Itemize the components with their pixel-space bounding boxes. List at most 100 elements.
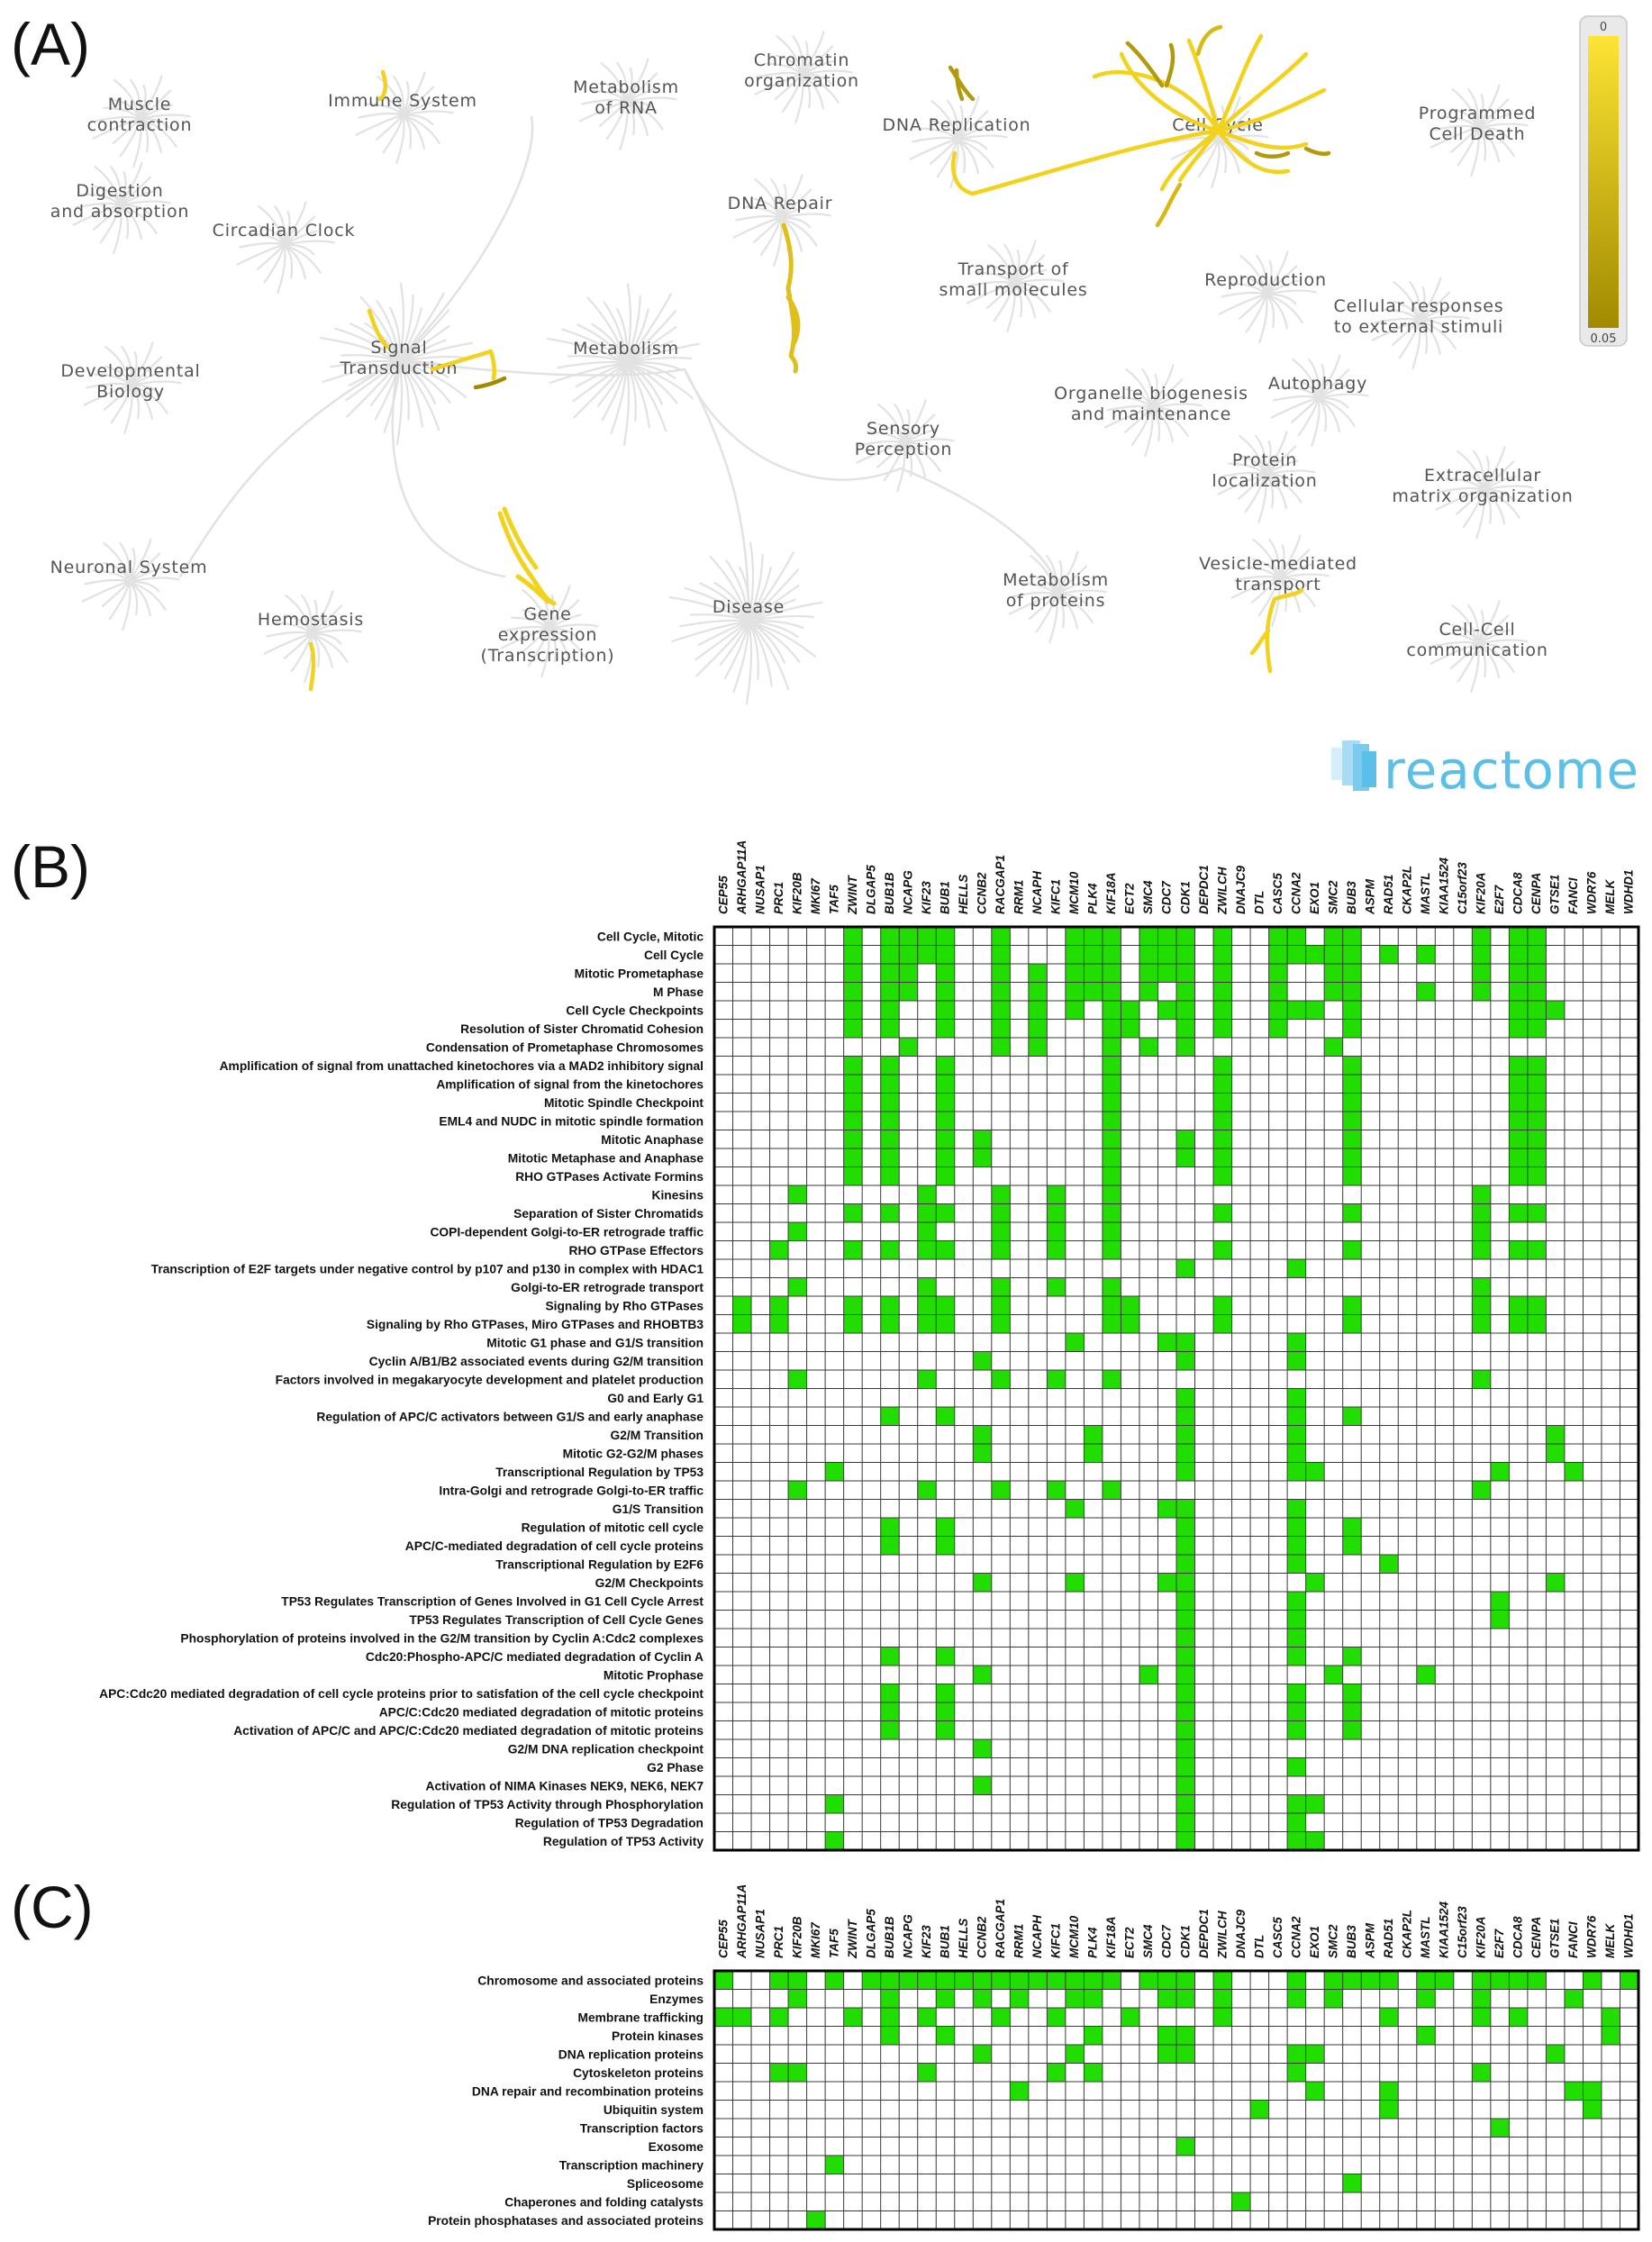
protein-class-hit-prc1 bbox=[769, 2063, 789, 2082]
map-area-disease[interactable]: Disease bbox=[713, 597, 785, 617]
pathway-hit-bub3 bbox=[1342, 1148, 1362, 1167]
pathway-hit-bub1b bbox=[880, 1130, 900, 1148]
gene-label-gtse1: GTSE1 bbox=[1548, 875, 1562, 914]
map-area-gene-expression[interactable]: Gene expression (Transcription) bbox=[480, 604, 614, 666]
pathway-hit-ncapg bbox=[899, 964, 918, 983]
map-area-hemostasis[interactable]: Hemostasis bbox=[258, 610, 364, 630]
pathway-hit-cdca8 bbox=[1509, 1314, 1528, 1333]
pathway-row-label: Regulation of TP53 Activity through Phos… bbox=[391, 1798, 703, 1811]
pathway-hit-zwint bbox=[843, 1130, 863, 1148]
pathway-hit-rad51 bbox=[1379, 1555, 1399, 1574]
pathway-hit-cenpa bbox=[1527, 945, 1547, 964]
pathway-hit-bub3 bbox=[1342, 927, 1362, 946]
highlight-cell-cycle-dark[interactable] bbox=[1125, 41, 1331, 159]
highlight-hemostasis[interactable] bbox=[308, 641, 316, 692]
pathway-hit-ect2 bbox=[1121, 1314, 1139, 1333]
gene-label-ect2: ECT2 bbox=[1123, 1927, 1137, 1958]
pathway-hit-ccna2 bbox=[1287, 1259, 1306, 1278]
map-area-programmed-cell-death[interactable]: Programmed Cell Death bbox=[1419, 104, 1536, 144]
highlight-signal-transduction[interactable] bbox=[367, 308, 497, 381]
pathway-row-label: Cell Cycle bbox=[644, 949, 703, 962]
protein-class-hit-kif20a bbox=[1472, 1989, 1491, 2008]
map-area-metabolism[interactable]: Metabolism bbox=[573, 339, 679, 359]
protein-class-hit-fanci bbox=[1564, 2082, 1584, 2101]
map-area-reproduction[interactable]: Reproduction bbox=[1204, 270, 1327, 290]
protein-class-row-label: Transcription machinery bbox=[559, 2158, 704, 2172]
protein-class-hit-e2f7 bbox=[1490, 1971, 1510, 1990]
map-area-chromatin-organization[interactable]: Chromatin organization bbox=[744, 50, 859, 91]
map-area-extracellular-matrix[interactable]: Extracellular matrix organization bbox=[1392, 466, 1573, 506]
protein-class-hit-plk4 bbox=[1084, 2026, 1103, 2045]
map-area-transport-small-molecules[interactable]: Transport of small molecules bbox=[939, 259, 1087, 300]
map-area-digestion[interactable]: Digestion and absorption bbox=[50, 181, 189, 222]
panel-b-hit-cells bbox=[732, 927, 1584, 1850]
protein-class-hit-bub1b bbox=[880, 1989, 900, 2008]
pathway-hit-ccna2 bbox=[1287, 1794, 1306, 1813]
pathway-hit-zwilch bbox=[1213, 1130, 1232, 1148]
gene-label-ccna2: CCNA2 bbox=[1289, 872, 1303, 914]
map-area-metabolism-of-proteins[interactable]: Metabolism of proteins bbox=[1003, 570, 1109, 611]
pathway-row-label: Regulation of TP53 Activity bbox=[543, 1835, 703, 1848]
pathway-row-label: Activation of NIMA Kinases NEK9, NEK6, N… bbox=[426, 1779, 704, 1793]
map-area-autophagy[interactable]: Autophagy bbox=[1268, 374, 1367, 394]
pathway-row-label: Kinesins bbox=[651, 1188, 703, 1202]
map-area-metabolism-of-rna[interactable]: Metabolism of RNA bbox=[573, 77, 679, 118]
pathway-hit-cdk1 bbox=[1176, 1518, 1195, 1537]
gene-label-dlgap5: DLGAP5 bbox=[864, 865, 877, 914]
gene-label-arhgap11a: ARHGAP11A bbox=[735, 840, 749, 915]
map-branches-metabolism bbox=[546, 283, 701, 447]
pathway-hit-cdk1 bbox=[1176, 1794, 1195, 1813]
pathway-hit-bub1 bbox=[936, 1075, 955, 1094]
map-area-organelle-biogenesis[interactable]: Organelle biogenesis and maintenance bbox=[1054, 384, 1248, 424]
protein-class-hit-kif20b bbox=[788, 1989, 807, 2008]
highlight-immune-system[interactable] bbox=[377, 69, 388, 102]
gene-label-kifc1: KIFC1 bbox=[1049, 879, 1063, 914]
pathway-hit-zwilch bbox=[1213, 1203, 1232, 1222]
pathway-row-label: Mitotic Prophase bbox=[604, 1668, 703, 1682]
map-area-neuronal-system[interactable]: Neuronal System bbox=[50, 558, 208, 577]
gene-label-cdca8: CDCA8 bbox=[1511, 872, 1525, 914]
pathway-hit-zwilch bbox=[1213, 1075, 1232, 1094]
pathway-hit-exo1 bbox=[1305, 1462, 1325, 1481]
map-area-dna-repair[interactable]: DNA Repair bbox=[728, 194, 833, 213]
pathway-hit-prc1 bbox=[769, 1240, 789, 1259]
gene-label-nusap1: NUSAP1 bbox=[753, 1909, 767, 1958]
pathway-hit-kif20a bbox=[1472, 1314, 1491, 1333]
highlight-gene-expression[interactable] bbox=[497, 506, 557, 606]
highlight-dna-replication[interactable] bbox=[948, 65, 976, 102]
pathway-hit-bub1b bbox=[880, 1093, 900, 1112]
gene-label-e2f7: E2F7 bbox=[1493, 884, 1506, 914]
protein-class-hit-ccnb2 bbox=[973, 1989, 992, 2008]
highlight-signal-transduction-dark[interactable] bbox=[473, 376, 507, 390]
pathway-hit-kif23 bbox=[917, 1222, 937, 1241]
protein-class-hit-ect2 bbox=[1121, 2008, 1139, 2027]
pathway-hit-ccna2 bbox=[1287, 1610, 1306, 1629]
gene-label-ncaph: NCAPH bbox=[1030, 871, 1044, 914]
map-area-developmental-biology[interactable]: Developmental Biology bbox=[60, 361, 200, 402]
pathway-hit-ccna2 bbox=[1287, 1702, 1306, 1721]
map-area-signal-transduction[interactable]: Signal Transduction bbox=[340, 338, 458, 378]
pathway-hit-cdk1 bbox=[1176, 1666, 1195, 1684]
map-area-vesicle-mediated-transport[interactable]: Vesicle-mediated transport bbox=[1199, 554, 1357, 595]
map-area-cellular-responses[interactable]: Cellular responses to external stimuli bbox=[1334, 296, 1504, 337]
highlight-vesicle-transport[interactable] bbox=[1249, 587, 1304, 674]
map-area-immune-system[interactable]: Immune System bbox=[328, 91, 477, 111]
pathway-hit-bub1 bbox=[936, 1314, 955, 1333]
protein-class-hit-ccna2 bbox=[1287, 1989, 1306, 2008]
pathway-hit-ccna2 bbox=[1287, 1462, 1306, 1481]
map-area-muscle-contraction[interactable]: Muscle contraction bbox=[87, 95, 193, 135]
pathway-hit-zwilch bbox=[1213, 1112, 1232, 1130]
map-area-sensory-perception[interactable]: Sensory Perception bbox=[855, 419, 952, 459]
map-area-circadian-clock[interactable]: Circadian Clock bbox=[213, 221, 356, 241]
pathway-row-label: Mitotic Prometaphase bbox=[575, 967, 704, 980]
map-area-dna-replication[interactable]: DNA Replication bbox=[882, 115, 1030, 135]
protein-class-row-label: Chromosome and associated proteins bbox=[477, 1974, 703, 1987]
pathway-hit-ccna2 bbox=[1287, 1629, 1306, 1647]
pathway-hit-cdk1 bbox=[1176, 1776, 1195, 1795]
map-area-protein-localization[interactable]: Protein localization bbox=[1212, 450, 1317, 491]
protein-class-hit-rad51 bbox=[1379, 1971, 1399, 1990]
gene-label-bub1b: BUB1B bbox=[883, 872, 896, 914]
highlight-cell-cycle-tail[interactable] bbox=[1155, 24, 1223, 228]
map-area-cell-cell-communication[interactable]: Cell-Cell communication bbox=[1406, 620, 1548, 660]
highlight-dna-repair[interactable] bbox=[781, 222, 801, 374]
